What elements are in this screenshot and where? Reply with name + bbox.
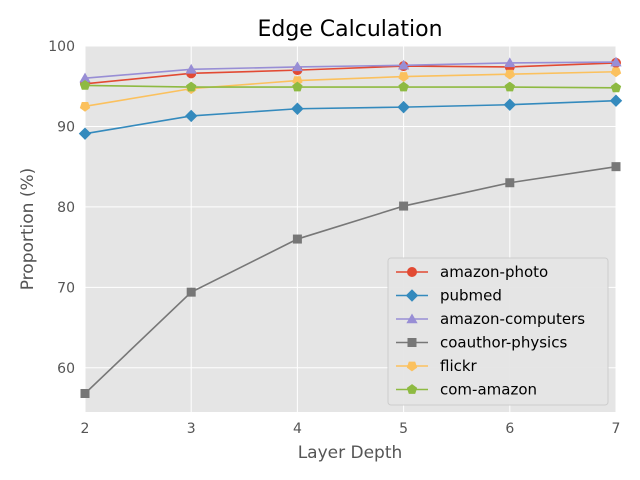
- series-line-pubmed: [84, 99, 617, 135]
- series-line-coauthor-physics: [84, 165, 617, 395]
- legend-marker-com-amazon: [406, 384, 418, 394]
- series-com-amazon: [79, 80, 622, 93]
- data-point-com-amazon: [79, 80, 91, 90]
- x-axis-label: Layer Depth: [298, 443, 403, 463]
- series-flickr: [79, 67, 622, 112]
- x-tick-label: 7: [612, 421, 621, 437]
- data-point-com-amazon: [398, 81, 409, 92]
- data-point-pubmed: [609, 94, 623, 107]
- y-axis-label: Proportion (%): [18, 168, 38, 291]
- x-tick-labels: 2 3 4 5 6 7: [81, 421, 621, 437]
- data-point-com-amazon: [186, 81, 197, 92]
- data-point-pubmed: [291, 102, 304, 115]
- data-point-coauthor-physics: [399, 201, 409, 211]
- data-point-com-amazon: [504, 81, 515, 92]
- data-point-coauthor-physics: [292, 234, 302, 244]
- y-tick-label: 90: [57, 119, 75, 135]
- legend-label-com-amazon: com-amazon: [440, 381, 537, 399]
- legend-marker-flickr: [406, 361, 418, 372]
- series-coauthor-physics: [80, 162, 621, 398]
- data-point-coauthor-physics: [505, 178, 515, 188]
- series-line-com-amazon: [84, 84, 617, 89]
- data-point-flickr: [610, 67, 622, 78]
- legend-marker-pubmed: [405, 289, 419, 302]
- data-point-amazon-computers: [291, 61, 304, 72]
- data-point-flickr: [398, 72, 409, 82]
- legend-label-amazon-photo: amazon-photo: [440, 263, 548, 281]
- x-tick-label: 4: [293, 421, 302, 437]
- series-line-amazon-computers: [84, 61, 617, 79]
- y-tick-label: 60: [57, 361, 75, 377]
- data-point-flickr: [504, 69, 515, 80]
- data-point-coauthor-physics: [80, 388, 90, 398]
- y-tick-label: 80: [57, 200, 75, 216]
- x-tick-label: 3: [187, 421, 196, 437]
- x-tick-label: 5: [399, 421, 408, 437]
- series-pubmed: [78, 94, 623, 140]
- data-point-pubmed: [184, 109, 198, 123]
- y-tick-label: 70: [57, 280, 75, 296]
- legend-marker-coauthor-physics: [407, 338, 417, 347]
- y-tick-label: 100: [48, 39, 75, 55]
- data-point-flickr: [292, 76, 303, 87]
- series-amazon-computers: [79, 56, 622, 83]
- data-point-amazon-computers: [504, 57, 516, 68]
- y-tick-labels: 60 70 80 90 100: [48, 39, 75, 377]
- data-point-coauthor-physics: [186, 287, 196, 297]
- chart-title: Edge Calculation: [257, 17, 442, 42]
- data-point-amazon-computers: [185, 63, 197, 74]
- data-point-amazon-computers: [397, 59, 410, 70]
- series-line-amazon-photo: [84, 62, 617, 85]
- legend-marker-amazon-photo: [407, 267, 417, 277]
- series-group: [78, 56, 623, 398]
- data-point-flickr: [79, 101, 91, 112]
- legend-label-flickr: flickr: [440, 357, 478, 375]
- data-point-com-amazon: [292, 81, 303, 92]
- data-point-pubmed: [78, 127, 92, 140]
- x-tick-label: 6: [505, 421, 514, 437]
- legend-label-pubmed: pubmed: [440, 287, 502, 305]
- legend-label-coauthor-physics: coauthor-physics: [440, 334, 567, 352]
- data-point-pubmed: [397, 100, 410, 114]
- data-point-com-amazon: [610, 82, 622, 93]
- data-point-coauthor-physics: [611, 162, 621, 172]
- data-point-amazon-computers: [610, 56, 622, 67]
- legend-label-amazon-computers: amazon-computers: [440, 310, 585, 328]
- series-line-flickr: [84, 70, 617, 108]
- legend: amazon-photo pubmed amazon-computers coauth…: [387, 257, 609, 406]
- legend-box: [387, 257, 609, 406]
- legend-marker-amazon-computers: [406, 313, 418, 324]
- x-tick-label: 2: [81, 421, 90, 437]
- data-point-pubmed: [503, 98, 517, 111]
